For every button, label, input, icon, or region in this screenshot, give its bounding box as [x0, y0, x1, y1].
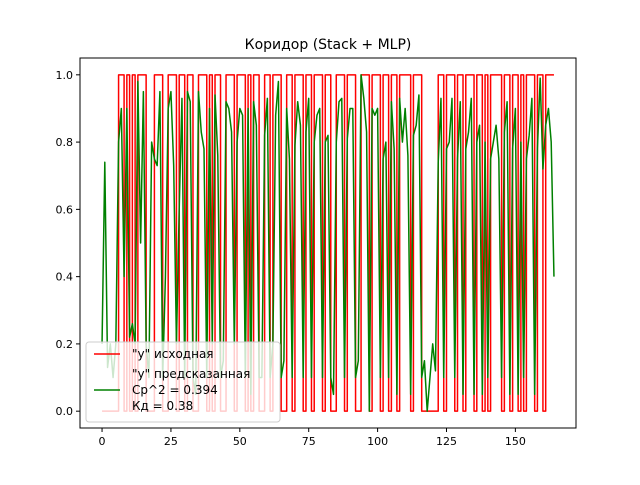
- x-tick-label: 150: [505, 435, 526, 448]
- y-tick-label: 0.8: [56, 136, 74, 149]
- y-tick-label: 1.0: [56, 69, 74, 82]
- y-tick-label: 0.0: [56, 405, 74, 418]
- x-tick-label: 100: [367, 435, 388, 448]
- series-line-0: [102, 74, 554, 412]
- y-axis: 0.0 0.2 0.4 0.6 0.8 1.0: [56, 69, 80, 418]
- legend-label: Кд = 0.38: [132, 399, 193, 413]
- x-tick-label: 75: [302, 435, 316, 448]
- legend-label: Ср^2 = 0.394: [132, 383, 218, 397]
- series-layer: [101, 74, 555, 412]
- series-line-1: [101, 74, 555, 412]
- axes-frame: [79, 57, 577, 429]
- y-tick-label: 0.4: [56, 271, 74, 284]
- x-tick-label: 125: [436, 435, 457, 448]
- x-axis: 0 25 50 75 100 125 150: [99, 428, 526, 448]
- y-tick-label: 0.6: [56, 203, 74, 216]
- legend-label: "y" исходная: [132, 347, 214, 361]
- x-tick-label: 0: [99, 435, 106, 448]
- legend-label: "y" предсказанная: [132, 367, 250, 381]
- legend: "y" исходная "y" предсказанная Ср^2 = 0.39…: [85, 341, 281, 423]
- chart-title: Коридор (Stack + MLP): [245, 37, 412, 53]
- legend-box: [85, 341, 281, 423]
- x-tick-label: 25: [164, 435, 178, 448]
- x-tick-label: 50: [233, 435, 247, 448]
- y-tick-label: 0.2: [56, 338, 74, 351]
